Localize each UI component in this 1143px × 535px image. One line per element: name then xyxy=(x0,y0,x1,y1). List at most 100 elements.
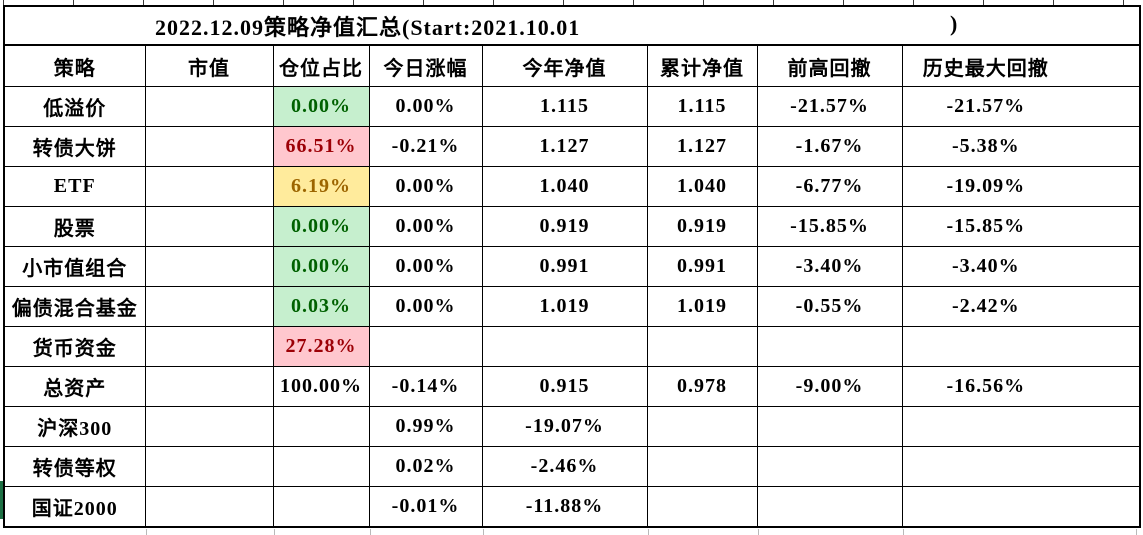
cell-market_value[interactable] xyxy=(144,366,274,407)
cell-ytd_nav[interactable]: -11.88% xyxy=(481,486,648,528)
cell-market_value[interactable] xyxy=(144,206,274,247)
cell-max_drawdown[interactable]: -5.38% xyxy=(901,126,1141,167)
cell-cum_nav[interactable]: 0.919 xyxy=(646,206,758,247)
cell-strategy[interactable]: 沪深300 xyxy=(3,406,146,447)
cell-strategy[interactable]: 股票 xyxy=(3,206,146,247)
cell-drawdown_from_high[interactable]: -0.55% xyxy=(756,286,903,327)
cell-position[interactable]: 27.28% xyxy=(272,326,370,367)
table-title-cell[interactable]: 2022.12.09策略净值汇总(Start:2021.10.01 ) xyxy=(3,5,1141,46)
cell-ytd_nav[interactable]: 1.127 xyxy=(481,126,648,167)
cell-today[interactable]: 0.00% xyxy=(368,286,483,327)
cell-market_value[interactable] xyxy=(144,486,274,528)
cell-max_drawdown[interactable] xyxy=(901,486,1141,528)
cell-position[interactable]: 0.00% xyxy=(272,206,370,247)
cell-position[interactable]: 0.00% xyxy=(272,246,370,287)
cell-market_value[interactable] xyxy=(144,406,274,447)
cell-ytd_nav[interactable]: 1.115 xyxy=(481,86,648,127)
column-header-3[interactable]: 今日涨幅 xyxy=(368,44,483,87)
cell-ytd_nav[interactable]: 0.919 xyxy=(481,206,648,247)
cell-drawdown_from_high[interactable] xyxy=(756,326,903,367)
cell-position[interactable]: 0.00% xyxy=(272,86,370,127)
cell-position[interactable] xyxy=(272,406,370,447)
cell-today[interactable] xyxy=(368,326,483,367)
cell-drawdown_from_high[interactable]: -6.77% xyxy=(756,166,903,207)
column-header-0[interactable]: 策略 xyxy=(3,44,146,87)
cell-strategy[interactable]: 转债大饼 xyxy=(3,126,146,167)
column-header-2[interactable]: 仓位占比 xyxy=(272,44,370,87)
cell-max_drawdown[interactable]: -19.09% xyxy=(901,166,1141,207)
cell-market_value[interactable] xyxy=(144,126,274,167)
cell-cum_nav[interactable]: 0.978 xyxy=(646,366,758,407)
cell-drawdown_from_high[interactable]: -3.40% xyxy=(756,246,903,287)
cell-drawdown_from_high[interactable]: -1.67% xyxy=(756,126,903,167)
cell-max_drawdown[interactable]: -16.56% xyxy=(901,366,1141,407)
cell-ytd_nav[interactable]: -19.07% xyxy=(481,406,648,447)
cell-max_drawdown[interactable]: -3.40% xyxy=(901,246,1141,287)
cell-strategy[interactable]: 低溢价 xyxy=(3,86,146,127)
cell-market_value[interactable] xyxy=(144,86,274,127)
cell-drawdown_from_high[interactable]: -15.85% xyxy=(756,206,903,247)
cell-today[interactable]: 0.00% xyxy=(368,86,483,127)
cell-today[interactable]: 0.99% xyxy=(368,406,483,447)
cell-strategy[interactable]: ETF xyxy=(3,166,146,207)
cell-today[interactable]: 0.00% xyxy=(368,246,483,287)
column-header-4[interactable]: 今年净值 xyxy=(481,44,648,87)
cell-cum_nav[interactable] xyxy=(646,406,758,447)
cell-today[interactable]: 0.02% xyxy=(368,446,483,487)
cell-market_value[interactable] xyxy=(144,166,274,207)
column-header-7[interactable]: 历史最大回撤 xyxy=(901,44,1141,87)
table-row-股票: 股票 0.00% 0.00% 0.919 0.919 -15.85% -15.85% xyxy=(3,206,1141,247)
cell-today[interactable]: -0.14% xyxy=(368,366,483,407)
cell-cum_nav[interactable]: 1.040 xyxy=(646,166,758,207)
cell-market_value[interactable] xyxy=(144,446,274,487)
cell-today[interactable]: 0.00% xyxy=(368,166,483,207)
cell-drawdown_from_high[interactable]: -21.57% xyxy=(756,86,903,127)
cell-drawdown_from_high[interactable] xyxy=(756,446,903,487)
cell-strategy[interactable]: 国证2000 xyxy=(3,486,146,528)
cell-ytd_nav[interactable]: -2.46% xyxy=(481,446,648,487)
cell-ytd_nav[interactable]: 0.991 xyxy=(481,246,648,287)
cell-max_drawdown[interactable]: -2.42% xyxy=(901,286,1141,327)
cell-today[interactable]: 0.00% xyxy=(368,206,483,247)
cell-ytd_nav[interactable]: 0.915 xyxy=(481,366,648,407)
cell-position[interactable]: 0.03% xyxy=(272,286,370,327)
cell-today[interactable]: -0.01% xyxy=(368,486,483,528)
cell-ytd_nav[interactable]: 1.019 xyxy=(481,286,648,327)
cell-market_value[interactable] xyxy=(144,246,274,287)
cell-cum_nav[interactable]: 0.991 xyxy=(646,246,758,287)
cell-cum_nav[interactable]: 1.127 xyxy=(646,126,758,167)
cell-cum_nav[interactable] xyxy=(646,326,758,367)
cell-strategy[interactable]: 转债等权 xyxy=(3,446,146,487)
cell-position[interactable] xyxy=(272,446,370,487)
cell-market_value[interactable] xyxy=(144,326,274,367)
cell-drawdown_from_high[interactable] xyxy=(756,406,903,447)
cell-drawdown_from_high[interactable]: -9.00% xyxy=(756,366,903,407)
cell-cum_nav[interactable]: 1.019 xyxy=(646,286,758,327)
table-row-转债等权: 转债等权 0.02% -2.46% xyxy=(3,446,1141,487)
cell-position[interactable]: 66.51% xyxy=(272,126,370,167)
cell-strategy[interactable]: 货币资金 xyxy=(3,326,146,367)
cell-market_value[interactable] xyxy=(144,286,274,327)
cell-max_drawdown[interactable] xyxy=(901,406,1141,447)
cell-cum_nav[interactable]: 1.115 xyxy=(646,86,758,127)
cell-max_drawdown[interactable] xyxy=(901,326,1141,367)
cell-max_drawdown[interactable]: -15.85% xyxy=(901,206,1141,247)
cell-today[interactable]: -0.21% xyxy=(368,126,483,167)
cell-ytd_nav[interactable]: 1.040 xyxy=(481,166,648,207)
cell-strategy[interactable]: 总资产 xyxy=(3,366,146,407)
column-header-5[interactable]: 累计净值 xyxy=(646,44,758,87)
cell-drawdown_from_high[interactable] xyxy=(756,486,903,528)
column-header-1[interactable]: 市值 xyxy=(144,44,274,87)
column-header-6[interactable]: 前高回撤 xyxy=(756,44,903,87)
cell-position[interactable] xyxy=(272,486,370,528)
title-row: 2022.12.09策略净值汇总(Start:2021.10.01 ) xyxy=(3,5,1141,46)
cell-ytd_nav[interactable] xyxy=(481,326,648,367)
cell-strategy[interactable]: 偏债混合基金 xyxy=(3,286,146,327)
cell-position[interactable]: 6.19% xyxy=(272,166,370,207)
cell-max_drawdown[interactable] xyxy=(901,446,1141,487)
cell-strategy[interactable]: 小市值组合 xyxy=(3,246,146,287)
cell-position[interactable]: 100.00% xyxy=(272,366,370,407)
cell-cum_nav[interactable] xyxy=(646,486,758,528)
cell-max_drawdown[interactable]: -21.57% xyxy=(901,86,1141,127)
cell-cum_nav[interactable] xyxy=(646,446,758,487)
